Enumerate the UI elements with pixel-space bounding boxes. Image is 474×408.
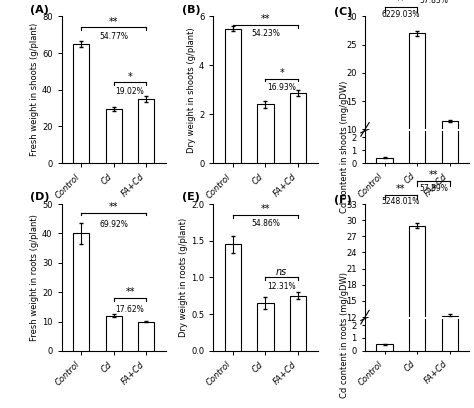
Text: 54.23%: 54.23%: [251, 29, 280, 38]
Bar: [138, 99, 155, 163]
Bar: [225, 244, 241, 351]
Bar: [73, 233, 89, 351]
Bar: [106, 316, 122, 351]
Text: 6229.03%: 6229.03%: [382, 9, 420, 18]
Text: 57.89%: 57.89%: [419, 184, 448, 193]
Text: 17.62%: 17.62%: [116, 305, 145, 314]
Text: **: **: [109, 202, 118, 212]
Bar: [442, 15, 458, 163]
Text: 54.86%: 54.86%: [251, 220, 280, 228]
Bar: [73, 44, 89, 163]
Bar: [257, 303, 273, 351]
Text: 12.31%: 12.31%: [267, 282, 296, 291]
Text: ns: ns: [276, 267, 287, 277]
Text: (F): (F): [334, 195, 351, 205]
Text: 5248.01%: 5248.01%: [382, 197, 420, 206]
Text: **: **: [428, 170, 438, 180]
Y-axis label: Fresh weight in shoots (g/plant): Fresh weight in shoots (g/plant): [30, 23, 39, 156]
Text: (A): (A): [30, 4, 49, 15]
Text: 19.02%: 19.02%: [116, 87, 145, 96]
Text: 16.93%: 16.93%: [267, 83, 296, 92]
Text: *: *: [128, 72, 132, 82]
Text: **: **: [261, 14, 270, 24]
Text: *: *: [279, 68, 284, 78]
Y-axis label: Dry weight in shoots (g/plant): Dry weight in shoots (g/plant): [187, 27, 196, 153]
Text: (E): (E): [182, 192, 200, 202]
Bar: [376, 379, 392, 382]
Text: (C): (C): [334, 7, 352, 17]
Text: **: **: [396, 0, 406, 6]
Bar: [442, 316, 458, 382]
Bar: [138, 322, 155, 351]
Bar: [106, 109, 122, 163]
Y-axis label: Fresh weight in roots (g/plant): Fresh weight in roots (g/plant): [30, 214, 39, 341]
Bar: [409, 226, 425, 382]
Bar: [376, 344, 392, 351]
Bar: [257, 104, 273, 163]
Y-axis label: Cd content in shoots (mg/gDW): Cd content in shoots (mg/gDW): [339, 81, 348, 213]
Bar: [409, 0, 425, 163]
Bar: [409, 33, 425, 186]
Bar: [442, 121, 458, 186]
Bar: [290, 296, 306, 351]
Bar: [376, 184, 392, 186]
Bar: [225, 29, 241, 163]
Text: **: **: [125, 287, 135, 297]
Text: **: **: [109, 17, 118, 27]
Text: **: **: [261, 204, 270, 214]
Bar: [409, 0, 425, 351]
Text: **: **: [396, 184, 406, 193]
Y-axis label: Cd content in roots (mg/gDW): Cd content in roots (mg/gDW): [339, 272, 348, 398]
Text: 54.77%: 54.77%: [99, 32, 128, 41]
Text: (B): (B): [182, 4, 201, 15]
Text: 57.83%: 57.83%: [419, 0, 448, 5]
Bar: [290, 93, 306, 163]
Bar: [376, 158, 392, 163]
Text: 69.92%: 69.92%: [100, 220, 128, 229]
Text: (D): (D): [30, 192, 50, 202]
Bar: [442, 193, 458, 351]
Y-axis label: Dry weight in roots (g/plant): Dry weight in roots (g/plant): [179, 218, 188, 337]
